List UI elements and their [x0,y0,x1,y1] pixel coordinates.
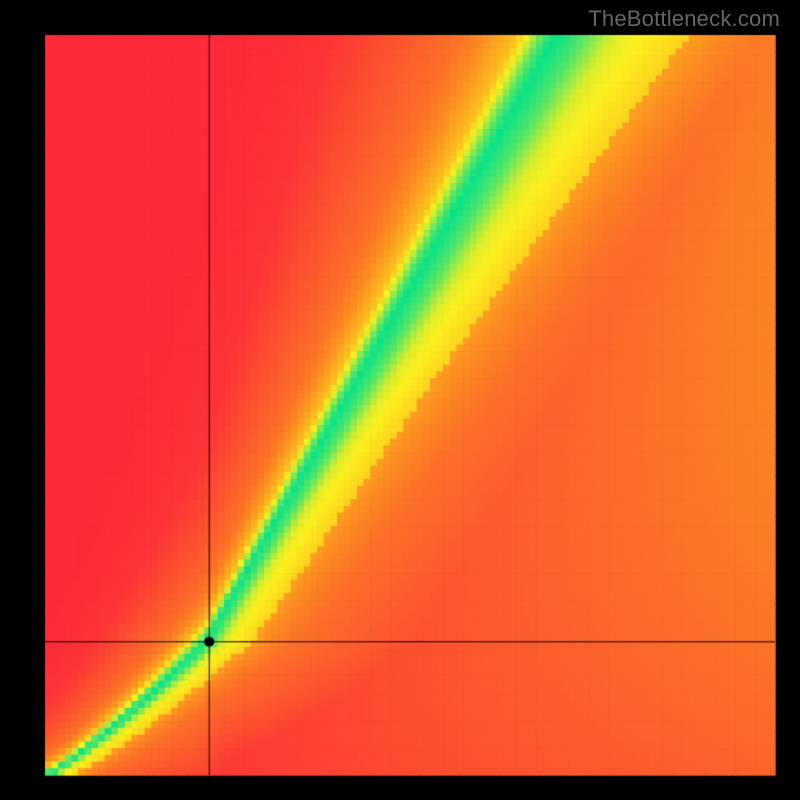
watermark-text: TheBottleneck.com [588,6,780,32]
heatmap-canvas [0,0,800,800]
chart-container: { "watermark": "TheBottleneck.com", "can… [0,0,800,800]
